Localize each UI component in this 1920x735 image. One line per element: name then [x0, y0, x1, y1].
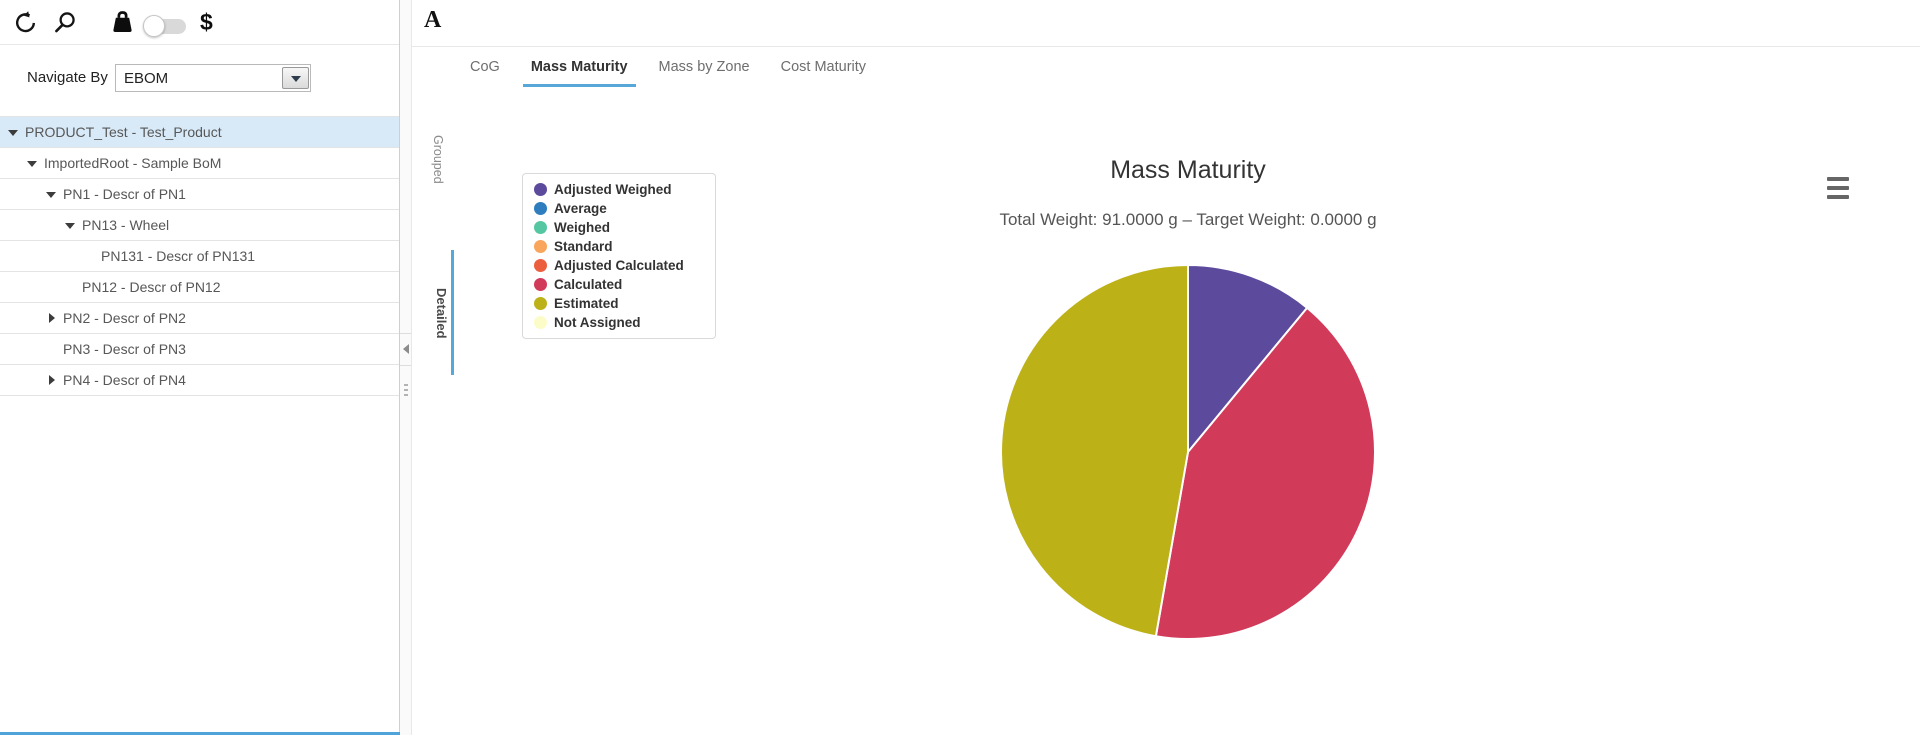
toggle-knob [143, 15, 165, 37]
sidebar-bottom-accent [0, 732, 400, 735]
legend-dot-icon [534, 240, 547, 253]
legend-dot-icon [534, 221, 547, 234]
tree-item-label: PN12 - Descr of PN12 [82, 279, 221, 295]
legend-dot-icon [534, 278, 547, 291]
hamburger-icon [1827, 177, 1849, 181]
tree-item-label: PN131 - Descr of PN131 [101, 248, 256, 264]
tab-bar: CoG Mass Maturity Mass by Zone Cost Maturit… [412, 47, 1920, 87]
legend-label: Standard [554, 239, 613, 254]
legend-item[interactable]: Standard [534, 239, 711, 254]
pie-slice-adjusted-weighed[interactable] [1187, 264, 1309, 453]
tree-item[interactable]: PN2 - Descr of PN2 [0, 303, 399, 334]
collapse-icon[interactable] [8, 126, 20, 138]
tree-item-label: PN1 - Descr of PN1 [63, 186, 186, 202]
tree-item[interactable]: PN131 - Descr of PN131 [0, 241, 399, 272]
tree-item-label: PN2 - Descr of PN2 [63, 310, 186, 326]
search-icon [52, 12, 77, 38]
bom-tree: PRODUCT_Test - Test_Product ImportedRoot … [0, 116, 399, 396]
collapse-icon[interactable] [27, 157, 39, 169]
legend-label: Adjusted Weighed [554, 182, 672, 197]
legend-item[interactable]: Adjusted Weighed [534, 182, 711, 197]
tab-cost-maturity[interactable]: Cost Maturity [780, 59, 867, 75]
collapse-icon[interactable] [46, 188, 58, 200]
tree-item[interactable]: PN4 - Descr of PN4 [0, 365, 399, 396]
legend-item[interactable]: Adjusted Calculated [534, 258, 711, 273]
legend-dot-icon [534, 259, 547, 272]
tree-item[interactable]: ImportedRoot - Sample BoM [0, 148, 399, 179]
active-side-tab-indicator [451, 250, 454, 375]
chart-legend: Adjusted Weighed Average Weighed Standard Ad… [522, 173, 716, 339]
panel-header: A [412, 0, 1920, 47]
legend-label: Calculated [554, 277, 623, 292]
tree-item-label: PN13 - Wheel [82, 217, 170, 233]
navigate-by-label: Navigate By [27, 69, 108, 86]
chevron-down-icon [290, 76, 301, 82]
sidebar-toolbar: $ [0, 0, 399, 45]
legend-item[interactable]: Average [534, 201, 711, 216]
legend-dot-icon [534, 297, 547, 310]
tree-item[interactable]: PN3 - Descr of PN3 [0, 334, 399, 365]
tree-item-label: PN3 - Descr of PN3 [63, 341, 186, 357]
side-tab-grouped[interactable]: Grouped [431, 134, 445, 184]
tab-mass-maturity[interactable]: Mass Maturity [522, 47, 636, 87]
app-logo: A [424, 7, 442, 33]
tree-item[interactable]: PN13 - Wheel [0, 210, 399, 241]
sidebar: $ Navigate By EBOM PRODUCT_Test - Test_P… [0, 0, 400, 735]
toggle-switch[interactable] [143, 15, 186, 37]
navigate-by-value: EBOM [124, 69, 169, 87]
expand-icon[interactable] [46, 312, 58, 324]
tree-item[interactable]: PN12 - Descr of PN12 [0, 272, 399, 303]
legend-item[interactable]: Estimated [534, 296, 711, 311]
legend-label: Average [554, 201, 607, 216]
legend-label: Estimated [554, 296, 619, 311]
tab-cog[interactable]: CoG [470, 59, 500, 75]
tree-item[interactable]: PRODUCT_Test - Test_Product [0, 116, 399, 148]
tree-item-label: PRODUCT_Test - Test_Product [25, 124, 222, 140]
pie-slice-calculated[interactable] [1154, 306, 1376, 640]
legend-label: Not Assigned [554, 315, 641, 330]
expand-icon[interactable] [46, 374, 58, 386]
splitter-grip-icon[interactable] [404, 384, 408, 396]
pie-chart [1000, 264, 1376, 640]
legend-label: Weighed [554, 220, 611, 235]
weight-button[interactable] [109, 9, 136, 36]
legend-item[interactable]: Weighed [534, 220, 711, 235]
tree-item-label: ImportedRoot - Sample BoM [44, 155, 222, 171]
panel-splitter[interactable] [400, 0, 412, 735]
collapse-left-icon [403, 344, 409, 354]
tree-item-label: PN4 - Descr of PN4 [63, 372, 186, 388]
leaf-spacer [46, 343, 58, 355]
tree-item[interactable]: PN1 - Descr of PN1 [0, 179, 399, 210]
refresh-icon [13, 11, 38, 38]
leaf-spacer [65, 281, 77, 293]
legend-label: Adjusted Calculated [554, 258, 684, 273]
side-tab-detailed[interactable]: Detailed [434, 287, 449, 339]
chart-menu-button[interactable] [1827, 177, 1851, 199]
chart-title: Mass Maturity [1110, 156, 1266, 184]
legend-dot-icon [534, 202, 547, 215]
navigate-by-select[interactable]: EBOM [115, 64, 311, 92]
navigate-by-dropdown-button[interactable] [282, 67, 309, 89]
collapse-icon[interactable] [65, 219, 77, 231]
splitter-collapse-cell[interactable] [400, 333, 411, 366]
weight-icon [109, 11, 136, 39]
currency-button[interactable]: $ [200, 8, 213, 36]
content-panel: A CoG Mass Maturity Mass by Zone Cost Matur… [412, 0, 1920, 735]
currency-icon: $ [200, 9, 213, 35]
tab-mass-by-zone[interactable]: Mass by Zone [658, 59, 750, 75]
search-button[interactable] [52, 10, 77, 35]
pie-slice-estimated[interactable] [1000, 264, 1189, 638]
legend-item[interactable]: Not Assigned [534, 315, 711, 330]
refresh-button[interactable] [13, 10, 38, 35]
legend-dot-icon [534, 183, 547, 196]
legend-dot-icon [534, 316, 547, 329]
legend-item[interactable]: Calculated [534, 277, 711, 292]
leaf-spacer [84, 250, 96, 262]
chart-subtitle: Total Weight: 91.0000 g – Target Weight:… [999, 210, 1377, 229]
